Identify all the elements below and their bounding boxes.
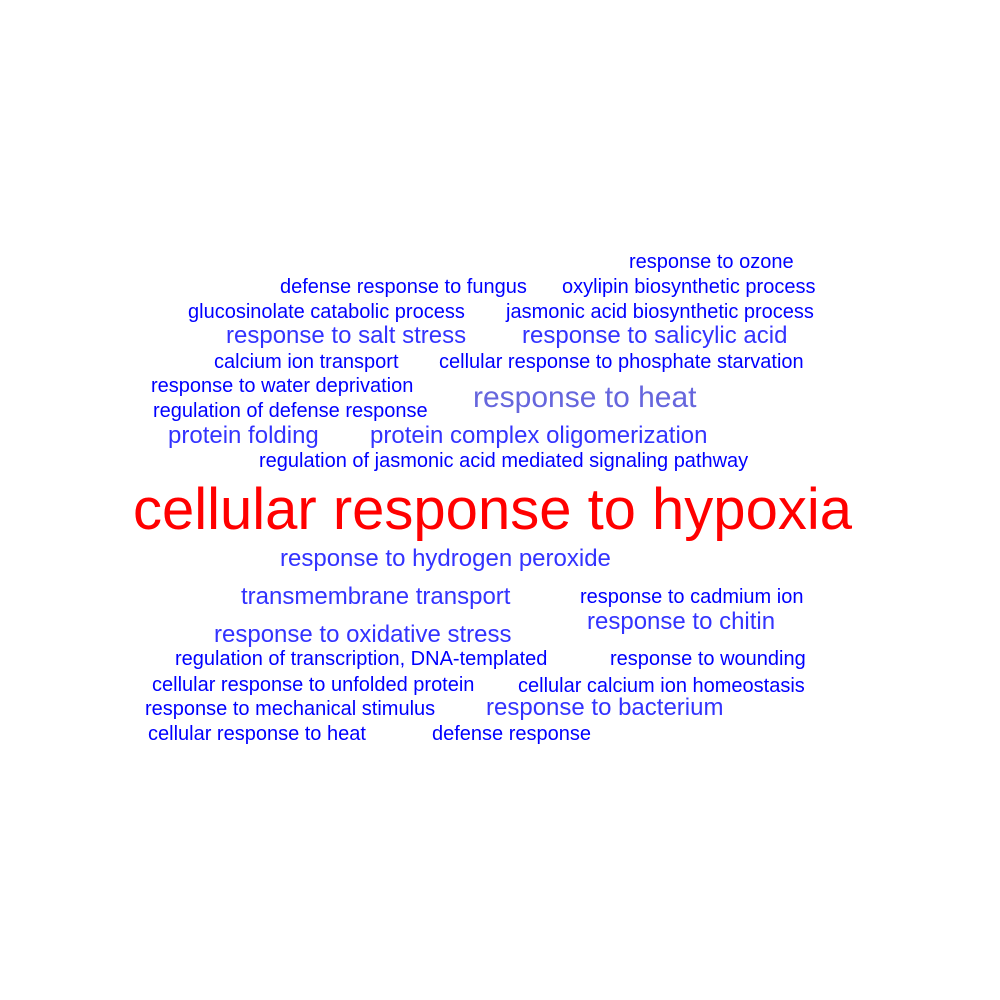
word-defense-response: defense response (432, 723, 592, 745)
word-calcium-ion-transport: calcium ion transport (214, 351, 399, 373)
word-regulation-of-transcription-dna-templated: regulation of transcription, DNA-templat… (175, 648, 548, 670)
word-cellular-response-to-phosphate-starvation: cellular response to phosphate starvatio… (439, 351, 804, 373)
word-oxylipin-biosynthetic-process: oxylipin biosynthetic process (562, 276, 816, 298)
word-protein-folding: protein folding (168, 422, 319, 449)
word-response-to-water-deprivation: response to water deprivation (151, 375, 414, 397)
word-response-to-mechanical-stimulus: response to mechanical stimulus (145, 698, 436, 720)
word-transmembrane-transport: transmembrane transport (241, 583, 511, 610)
word-response-to-salt-stress: response to salt stress (226, 322, 467, 349)
word-response-to-cadmium-ion: response to cadmium ion (580, 586, 804, 608)
word-regulation-of-jasmonic-acid-mediated-signaling-pathway: regulation of jasmonic acid mediated sig… (259, 450, 749, 472)
word-cellular-response-to-hypoxia: cellular response to hypoxia (133, 477, 852, 542)
word-response-to-salicylic-acid: response to salicylic acid (522, 322, 788, 349)
word-response-to-bacterium: response to bacterium (486, 694, 724, 721)
word-response-to-heat: response to heat (473, 381, 697, 414)
word-response-to-ozone: response to ozone (629, 251, 794, 273)
word-protein-complex-oligomerization: protein complex oligomerization (370, 422, 708, 449)
word-glucosinolate-catabolic-process: glucosinolate catabolic process (188, 301, 465, 323)
word-cellular-response-to-heat: cellular response to heat (148, 723, 366, 745)
word-response-to-chitin: response to chitin (587, 608, 776, 635)
word-response-to-oxidative-stress: response to oxidative stress (214, 621, 512, 648)
word-response-to-hydrogen-peroxide: response to hydrogen peroxide (280, 545, 611, 572)
word-cellular-response-to-unfolded-protein: cellular response to unfolded protein (152, 674, 475, 696)
word-response-to-wounding: response to wounding (610, 648, 806, 670)
word-defense-response-to-fungus: defense response to fungus (280, 276, 527, 298)
word-jasmonic-acid-biosynthetic-process: jasmonic acid biosynthetic process (506, 301, 814, 323)
word-cellular-calcium-ion-homeostasis: cellular calcium ion homeostasis (518, 675, 805, 697)
word-regulation-of-defense-response: regulation of defense response (153, 400, 428, 422)
